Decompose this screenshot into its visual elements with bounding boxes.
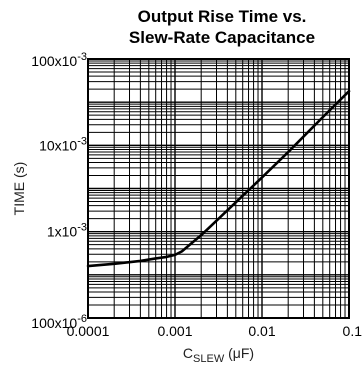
chart-title-line-2: Slew-Rate Capacitance xyxy=(129,28,315,47)
y-tick-label: 100x10-3 xyxy=(31,51,87,69)
y-tick-label: 1x10-3 xyxy=(47,222,87,240)
x-tick-label: 0.1 xyxy=(343,323,363,339)
x-tick-label: 0.001 xyxy=(157,323,192,339)
x-tick-label: 0.01 xyxy=(248,323,275,339)
plot-frame xyxy=(87,58,350,319)
chart-title-line-1: Output Rise Time vs. xyxy=(138,7,307,26)
x-tick-label: 0.0001 xyxy=(67,323,110,339)
y-tick-label: 100x10-6 xyxy=(31,313,87,331)
y-tick-labels: 100x10-3 10x10-3 1x10-3 100x10-6 xyxy=(31,51,87,331)
y-tick-label: 10x10-3 xyxy=(39,135,87,153)
plot-grid xyxy=(87,59,349,319)
x-axis-label-sub: SLEW xyxy=(193,353,225,365)
x-axis-label-unit: (μF) xyxy=(224,345,254,361)
y-axis-label: TIME (s) xyxy=(11,162,27,216)
x-tick-labels: 0.0001 0.001 0.01 0.1 xyxy=(67,323,363,339)
series-line xyxy=(86,89,351,268)
x-axis-label: CSLEW (μF) xyxy=(183,345,254,365)
x-axis-label-main: C xyxy=(183,345,193,361)
